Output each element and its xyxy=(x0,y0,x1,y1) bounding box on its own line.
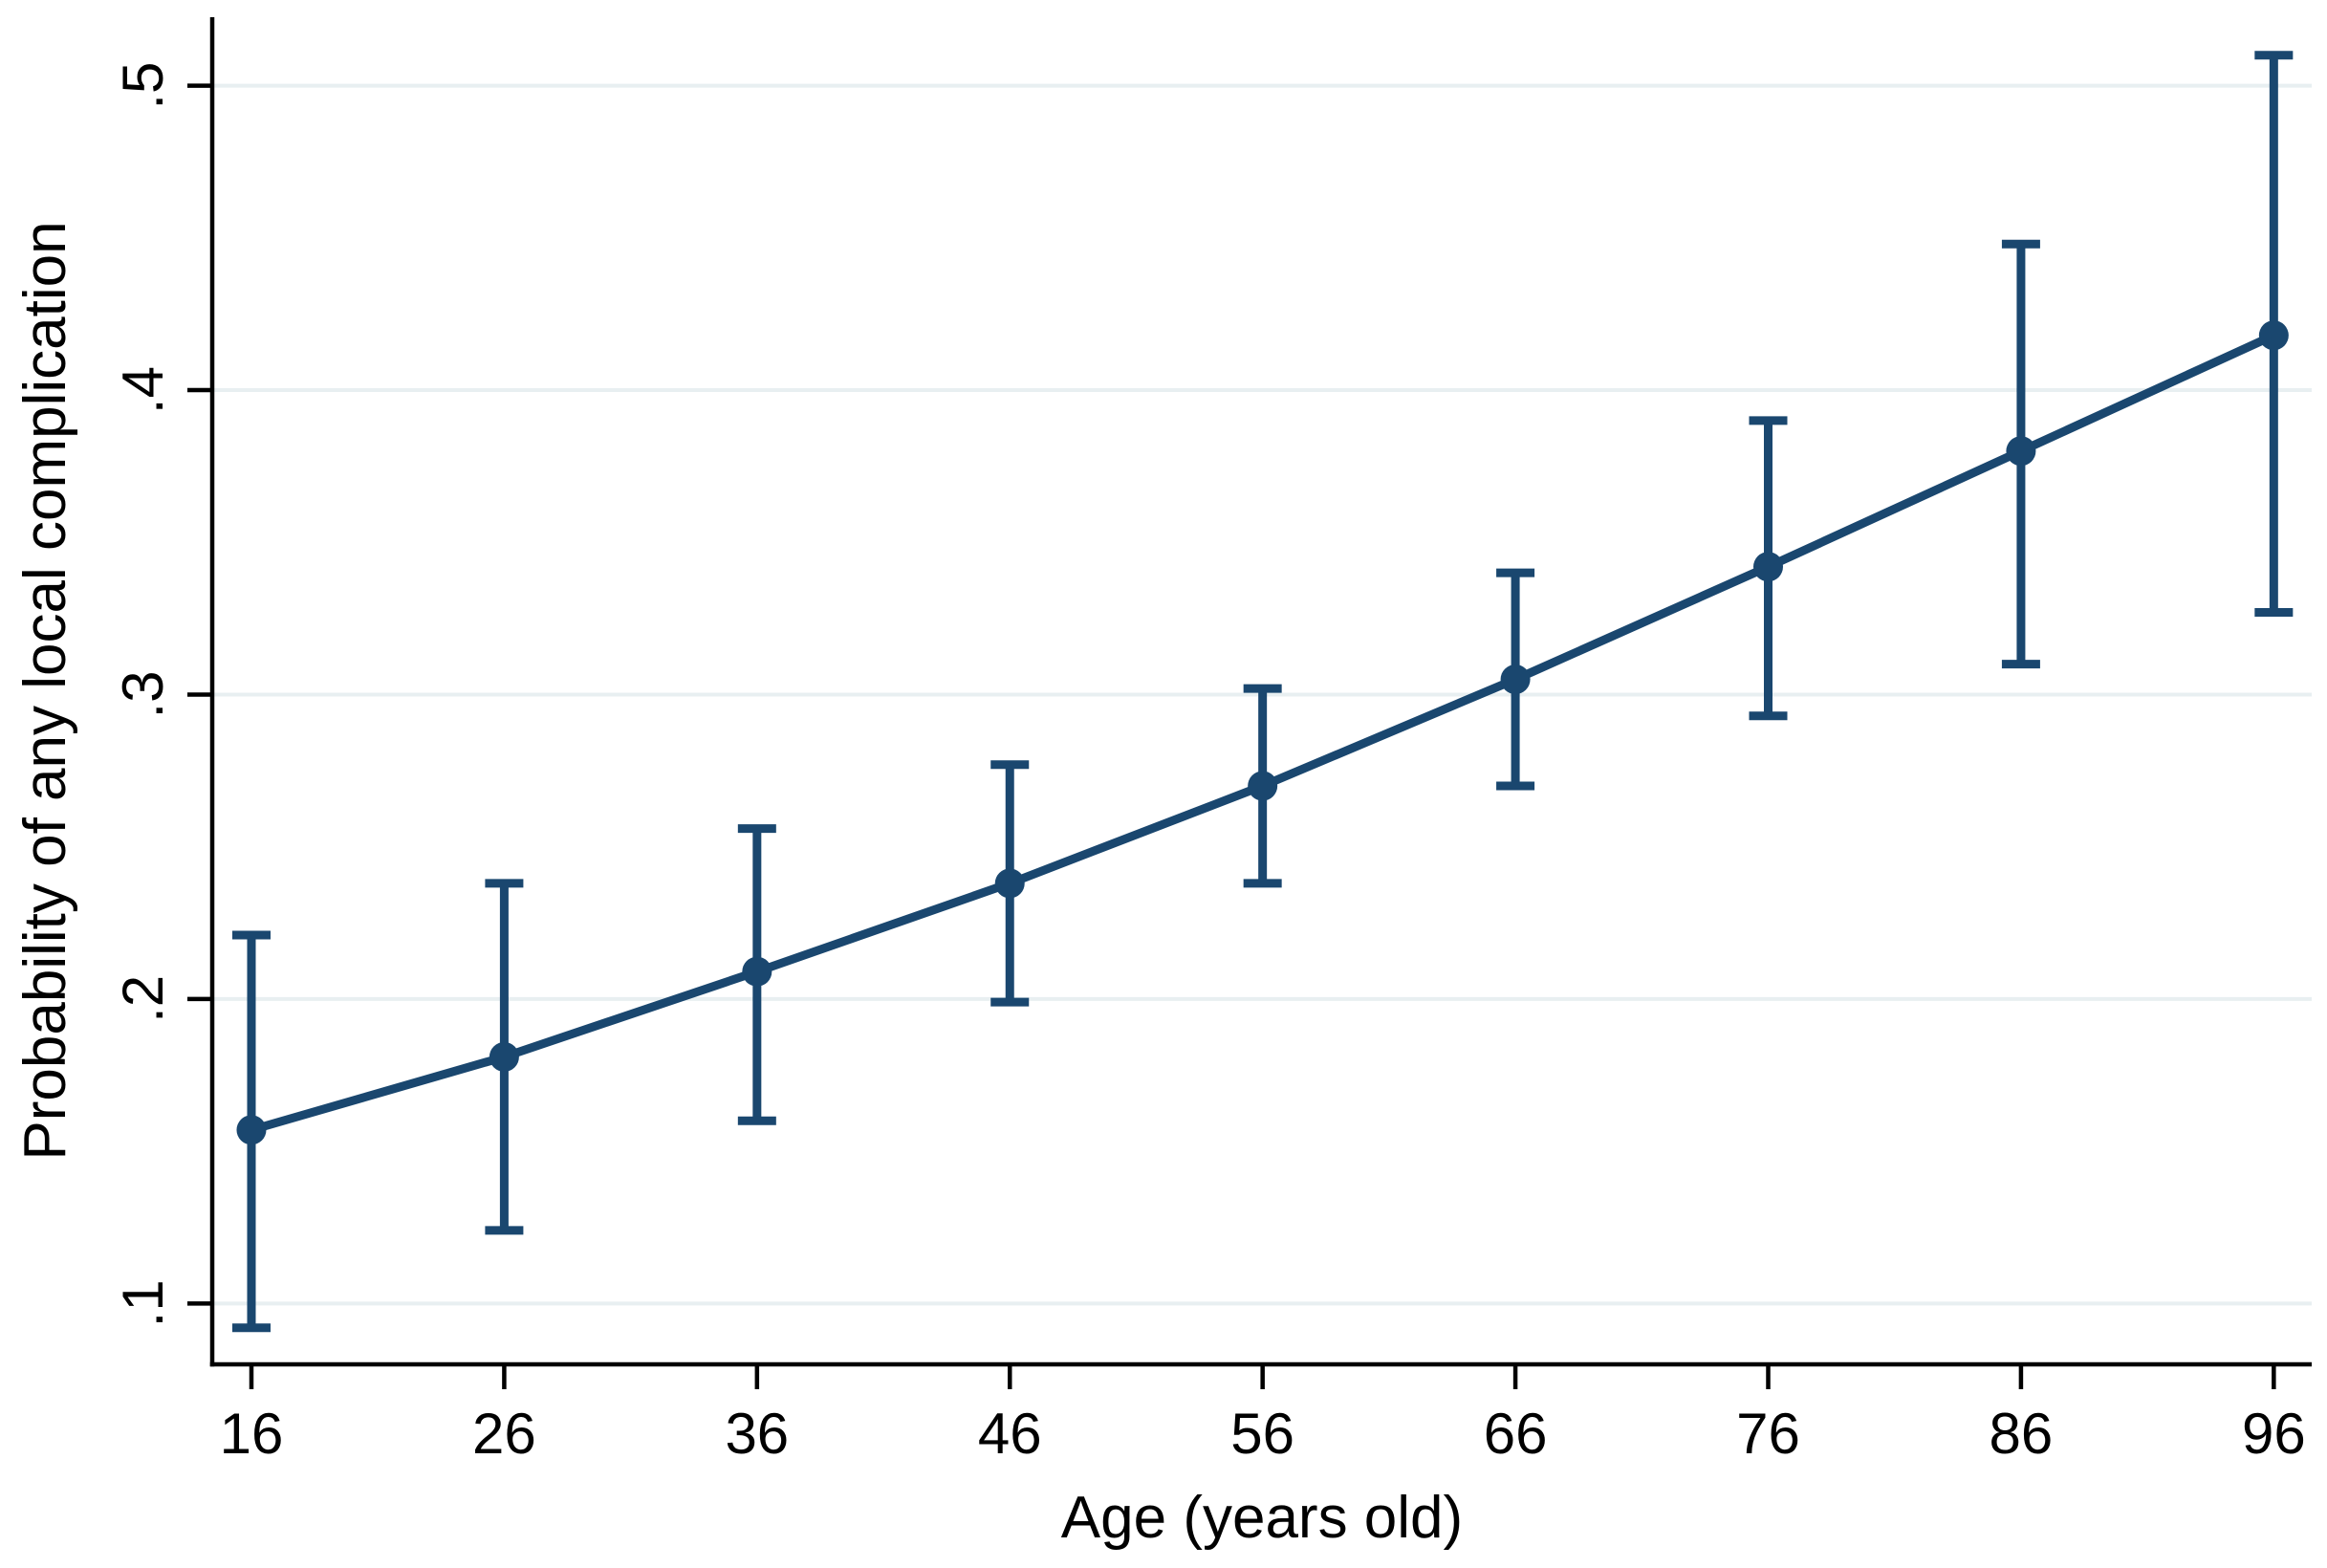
y-axis-title: Probability of any local complication xyxy=(12,221,78,1160)
x-tick-label: 26 xyxy=(472,1402,536,1466)
data-point-marker xyxy=(236,1115,267,1145)
y-tick-label: .4 xyxy=(111,366,175,414)
y-tick-label: .3 xyxy=(111,670,175,718)
x-tick-label: 16 xyxy=(220,1402,284,1466)
x-tick-label: 86 xyxy=(1990,1402,2054,1466)
x-axis-title: Age (years old) xyxy=(1061,1485,1463,1551)
data-point-marker xyxy=(742,956,772,987)
x-tick-label: 66 xyxy=(1484,1402,1548,1466)
y-tick-label: .2 xyxy=(111,975,175,1023)
x-tick-label: 56 xyxy=(1230,1402,1294,1466)
data-point-marker xyxy=(2258,320,2289,351)
data-point-marker xyxy=(1752,552,1783,582)
data-point-marker xyxy=(2006,436,2036,467)
x-tick-label: 76 xyxy=(1736,1402,1800,1466)
series xyxy=(231,51,2294,1333)
data-point-marker xyxy=(489,1041,519,1072)
data-point-marker xyxy=(1500,664,1531,695)
data-point-marker xyxy=(994,868,1025,899)
y-tick-label: .5 xyxy=(111,62,175,110)
x-tick-label: 46 xyxy=(978,1402,1042,1466)
data-point-marker xyxy=(1248,771,1278,801)
y-tick-label: .1 xyxy=(111,1279,175,1327)
x-tick-label: 36 xyxy=(725,1402,789,1466)
x-tick-label: 96 xyxy=(2242,1402,2306,1466)
axes: .1 .2 .3 .4 .5 16 26 36 46 56 66 76 86 96 xyxy=(111,17,2312,1466)
